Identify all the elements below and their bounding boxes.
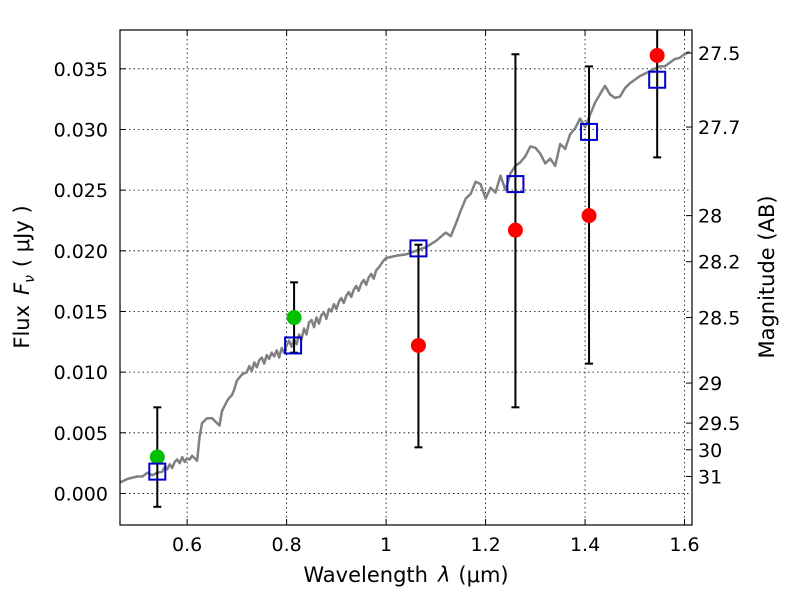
y-axis-label: Flux Fν ( μJy ): [10, 205, 38, 348]
model-square: [580, 122, 599, 141]
y2-tick-label: 28: [698, 206, 722, 228]
model-spectrum: [119, 50, 691, 484]
y2-tick-label: 29.5: [698, 413, 740, 435]
x-axis-label-unit: (μm): [458, 563, 508, 587]
model-squares: [148, 70, 667, 481]
y2-tick-label: 27.7: [698, 117, 740, 139]
x-axis-label-symbol: λ: [437, 563, 450, 587]
y2-tick-label: 28.2: [698, 252, 740, 274]
data-point: [286, 310, 302, 326]
data-point: [149, 449, 165, 465]
data-point: [649, 47, 665, 63]
y2-axis-label: Magnitude (AB): [755, 195, 779, 358]
y2-tick-label: 28.5: [698, 308, 740, 330]
y2-tick-label: 29: [698, 373, 722, 395]
spectrum-line: [119, 50, 691, 484]
model-square: [409, 239, 428, 258]
y-axis-label-text: Flux: [10, 305, 34, 349]
model-square: [648, 70, 667, 89]
x-tick-label: 1.2: [470, 534, 500, 556]
x-tick-label: 1: [380, 534, 392, 556]
y-tick-label: 0.020: [54, 241, 108, 263]
y-tick-label: 0.035: [54, 59, 108, 81]
grid-lines: [120, 30, 692, 525]
y2-tick-label: 30: [698, 440, 722, 462]
x-axis-label-text: Wavelength: [303, 563, 428, 587]
data-point: [410, 337, 426, 353]
axis-ticks: 0.6 0.8 1 1.2 1.4 1.6 0.000 0.005 0.010 0.015 0.02…: [54, 30, 740, 556]
model-square: [284, 336, 303, 355]
x-tick-label: 0.6: [172, 534, 202, 556]
y-axis-label-symbol: F: [10, 282, 34, 295]
y2-tick-label: 31: [698, 466, 722, 488]
y-tick-label: 0.000: [54, 483, 108, 505]
plot-frame: [119, 29, 693, 526]
y-axis-label-unit: ( μJy ): [10, 205, 34, 267]
model-square: [148, 462, 167, 481]
y2-tick-label: 27.5: [698, 43, 740, 65]
data-points: [149, 47, 665, 465]
y-tick-label: 0.005: [54, 423, 108, 445]
y-tick-label: 0.030: [54, 119, 108, 141]
x-tick-label: 1.4: [570, 534, 600, 556]
x-axis-label: Wavelength λ (μm): [303, 563, 508, 587]
data-point: [581, 208, 597, 224]
model-square: [506, 175, 525, 194]
x-tick-label: 0.8: [272, 534, 302, 556]
y-tick-label: 0.015: [54, 301, 108, 323]
y-tick-label: 0.010: [54, 362, 108, 384]
data-point: [507, 222, 523, 238]
x-tick-label: 1.6: [669, 534, 699, 556]
y-axis-label-subscript: ν: [22, 275, 38, 283]
y-tick-label: 0.025: [54, 180, 108, 202]
